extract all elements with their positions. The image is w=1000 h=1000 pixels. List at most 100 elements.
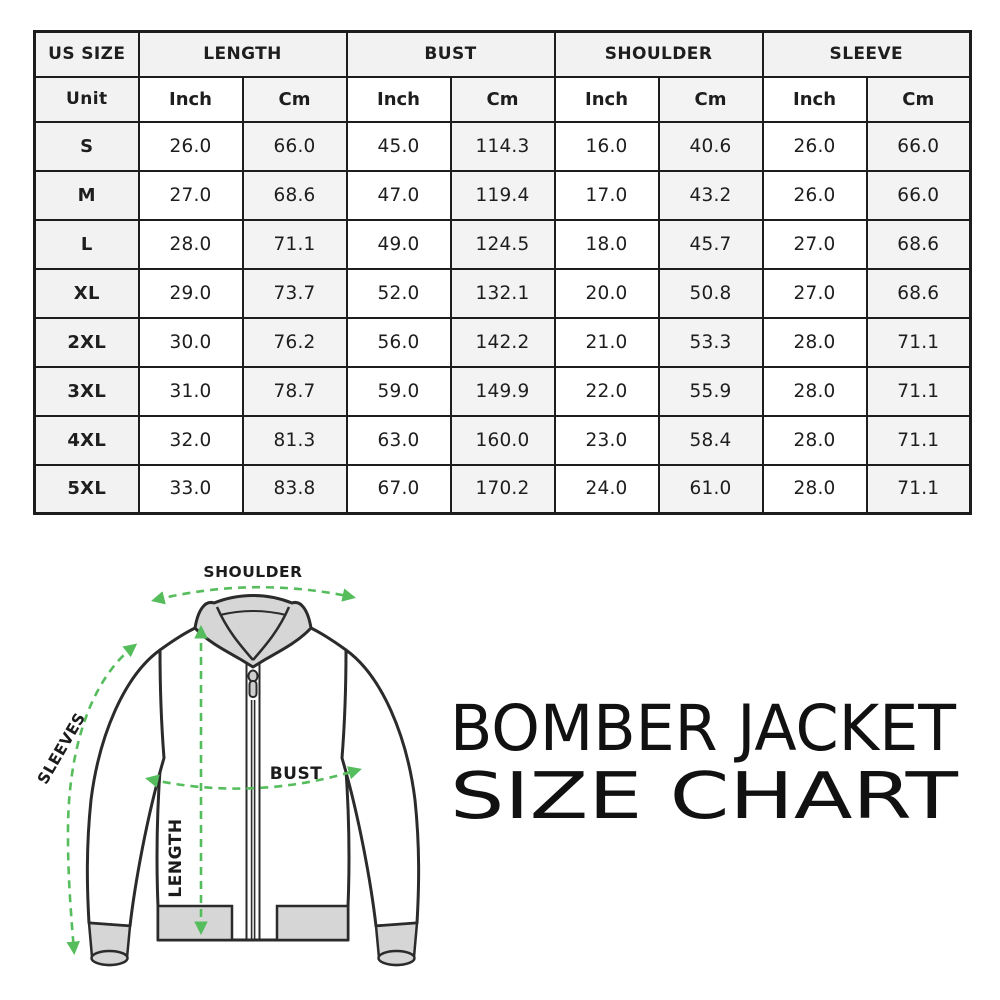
unit-cell: Inch (137, 75, 244, 123)
table-row: S 26.0 66.0 45.0 114.3 16.0 40.6 26.0 66.0 (33, 120, 972, 172)
value-cell: 22.0 (553, 365, 660, 417)
value-cell: 29.0 (137, 267, 244, 319)
unit-cell: Inch (761, 75, 868, 123)
value-cell: 67.0 (345, 463, 452, 515)
value-cell: 71.1 (865, 463, 972, 515)
table-row: 3XL 31.0 78.7 59.0 149.9 22.0 55.9 28.0 71.1 (33, 365, 972, 417)
table-row: M 27.0 68.6 47.0 119.4 17.0 43.2 26.0 66.0 (33, 169, 972, 221)
value-cell: 28.0 (761, 414, 868, 466)
value-cell: 17.0 (553, 169, 660, 221)
value-cell: 78.7 (241, 365, 348, 417)
jacket-diagram: SHOULDER SLEEVES BUST LENGTH (34, 563, 421, 967)
value-cell: 43.2 (657, 169, 764, 221)
value-cell: 33.0 (137, 463, 244, 515)
value-cell: 68.6 (865, 267, 972, 319)
size-cell: L (33, 218, 140, 270)
value-cell: 142.2 (449, 316, 556, 368)
size-cell: M (33, 169, 140, 221)
group-header-row: US SIZE LENGTH BUST SHOULDER SLEEVE (33, 30, 972, 78)
unit-label-cell: Unit (33, 75, 140, 123)
unit-header-row: Unit Inch Cm Inch Cm Inch Cm Inch Cm (33, 75, 972, 123)
value-cell: 27.0 (761, 267, 868, 319)
jacket-left-sleeve (85, 648, 166, 928)
table-row: L 28.0 71.1 49.0 124.5 18.0 45.7 27.0 68.6 (33, 218, 972, 270)
value-cell: 132.1 (449, 267, 556, 319)
group-header-shoulder: SHOULDER (553, 30, 764, 78)
value-cell: 28.0 (137, 218, 244, 270)
size-cell: S (33, 120, 140, 172)
value-cell: 27.0 (137, 169, 244, 221)
value-cell: 119.4 (449, 169, 556, 221)
jacket-zipper (245, 660, 261, 940)
shoulder-measure-arrow (151, 585, 356, 605)
value-cell: 66.0 (865, 120, 972, 172)
value-cell: 28.0 (761, 463, 868, 515)
value-cell: 66.0 (865, 169, 972, 221)
unit-cell: Cm (865, 75, 972, 123)
value-cell: 71.1 (865, 365, 972, 417)
group-header-us-size: US SIZE (33, 30, 140, 78)
table-row: XL 29.0 73.7 52.0 132.1 20.0 50.8 27.0 68.6 (33, 267, 972, 319)
length-label: LENGTH (166, 818, 186, 897)
size-cell: 5XL (33, 463, 140, 515)
size-cell: XL (33, 267, 140, 319)
value-cell: 81.3 (241, 414, 348, 466)
shoulder-label: SHOULDER (203, 563, 302, 581)
value-cell: 47.0 (345, 169, 452, 221)
value-cell: 58.4 (657, 414, 764, 466)
value-cell: 170.2 (449, 463, 556, 515)
value-cell: 45.0 (345, 120, 452, 172)
unit-cell: Inch (345, 75, 452, 123)
title-line-2: SIZE CHART (450, 760, 959, 833)
unit-cell: Inch (553, 75, 660, 123)
size-table: US SIZE LENGTH BUST SHOULDER SLEEVE Unit… (33, 30, 973, 515)
value-cell: 21.0 (553, 316, 660, 368)
group-header-bust: BUST (345, 30, 556, 78)
value-cell: 83.8 (241, 463, 348, 515)
unit-cell: Cm (657, 75, 764, 123)
value-cell: 30.0 (137, 316, 244, 368)
value-cell: 26.0 (137, 120, 244, 172)
value-cell: 28.0 (761, 365, 868, 417)
value-cell: 31.0 (137, 365, 244, 417)
value-cell: 55.9 (657, 365, 764, 417)
jacket-waistband-left (156, 904, 234, 942)
value-cell: 76.2 (241, 316, 348, 368)
value-cell: 40.6 (657, 120, 764, 172)
size-cell: 2XL (33, 316, 140, 368)
title-line-1: BOMBER JACKET (450, 692, 957, 765)
unit-cell: Cm (449, 75, 556, 123)
sleeves-label: SLEEVES (34, 710, 89, 788)
value-cell: 68.6 (865, 218, 972, 270)
jacket-waistband-right (275, 904, 350, 942)
value-cell: 16.0 (553, 120, 660, 172)
jacket-collar-inner-band (219, 610, 287, 616)
unit-cell: Cm (241, 75, 348, 123)
jacket-collar-right-lapel (252, 606, 291, 661)
value-cell: 20.0 (553, 267, 660, 319)
value-cell: 56.0 (345, 316, 452, 368)
jacket-right-cuff-opening (377, 949, 416, 967)
value-cell: 45.7 (657, 218, 764, 270)
size-table-container: US SIZE LENGTH BUST SHOULDER SLEEVE Unit… (33, 30, 973, 515)
value-cell: 61.0 (657, 463, 764, 515)
value-cell: 26.0 (761, 120, 868, 172)
bust-label: BUST (270, 764, 323, 784)
value-cell: 68.6 (241, 169, 348, 221)
title-block: BOMBER JACKET SIZE CHART (450, 692, 959, 833)
value-cell: 71.1 (241, 218, 348, 270)
value-cell: 149.9 (449, 365, 556, 417)
value-cell: 26.0 (761, 169, 868, 221)
value-cell: 66.0 (241, 120, 348, 172)
value-cell: 114.3 (449, 120, 556, 172)
table-row: 4XL 32.0 81.3 63.0 160.0 23.0 58.4 28.0 71.1 (33, 414, 972, 466)
value-cell: 23.0 (553, 414, 660, 466)
group-header-sleeve: SLEEVE (761, 30, 972, 78)
table-row: 2XL 30.0 76.2 56.0 142.2 21.0 53.3 28.0 71.1 (33, 316, 972, 368)
value-cell: 71.1 (865, 414, 972, 466)
jacket-left-cuff-opening (90, 949, 129, 967)
value-cell: 59.0 (345, 365, 452, 417)
value-cell: 18.0 (553, 218, 660, 270)
value-cell: 24.0 (553, 463, 660, 515)
